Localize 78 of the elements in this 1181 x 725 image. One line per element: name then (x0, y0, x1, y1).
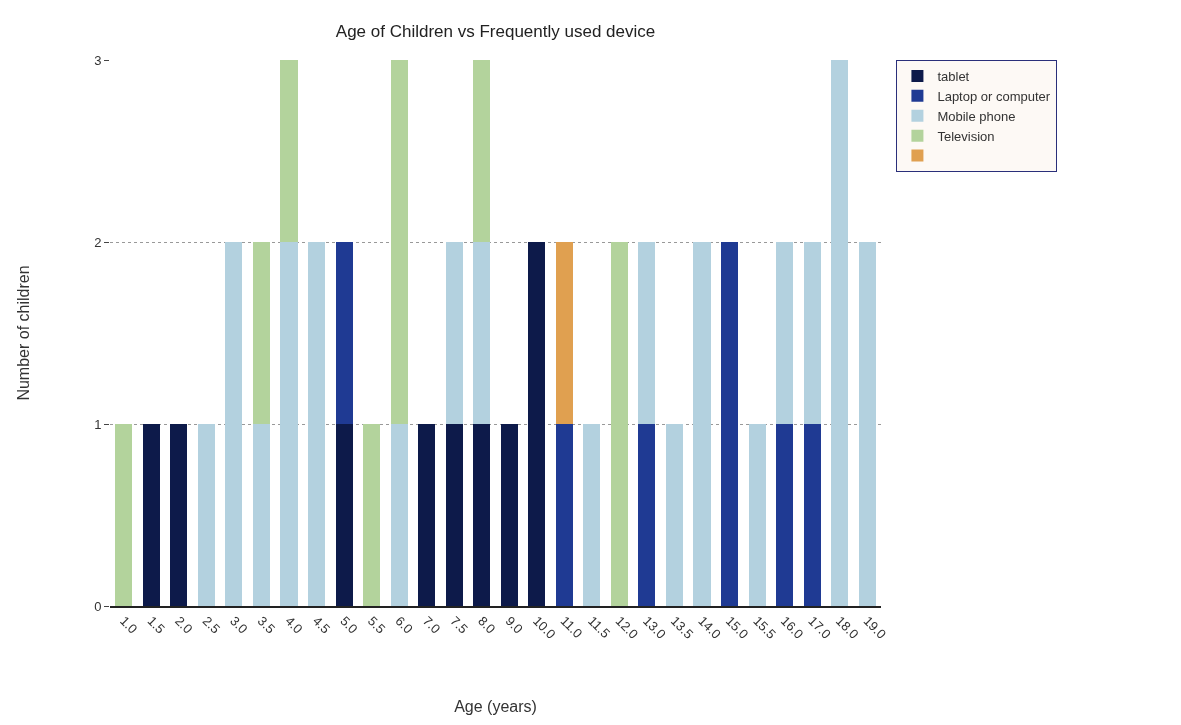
bar (638, 242, 656, 424)
x-tick-label: 7.5 (447, 613, 471, 637)
y-tick-label: 1 (94, 416, 102, 432)
x-tick-label: 13.0 (640, 613, 669, 642)
bar (803, 242, 821, 424)
bar (390, 60, 408, 424)
x-tick-label: 3.0 (227, 613, 251, 637)
bar (142, 424, 160, 606)
bar (473, 424, 491, 606)
bar (528, 242, 546, 606)
bar (803, 424, 821, 606)
bar (500, 424, 518, 606)
x-tick-label: 15.0 (722, 613, 752, 642)
bar (280, 60, 298, 242)
bar (280, 242, 298, 606)
x-tick-label: 6.0 (392, 613, 416, 637)
legend-label: tablet (937, 69, 970, 85)
x-tick-label: 17.0 (805, 613, 834, 642)
x-tick-label: 4.0 (282, 613, 306, 637)
legend-label: Mobile phone (937, 108, 1016, 124)
legend-label: Television (937, 128, 995, 144)
x-tick-label: 11.5 (585, 613, 613, 642)
y-tick-label: 3 (94, 52, 102, 68)
bar (252, 424, 270, 606)
x-tick-label: 18.0 (832, 613, 862, 642)
x-tick-label: 2.0 (172, 613, 196, 637)
bar (776, 424, 794, 606)
x-tick-label: 16.0 (777, 613, 807, 642)
x-tick-label: 19.0 (860, 613, 890, 642)
x-tick-label: 15.5 (750, 613, 779, 642)
bar (115, 424, 133, 606)
bar (638, 424, 656, 606)
x-tick-label: 1.5 (144, 613, 168, 637)
bar (445, 242, 463, 424)
x-tick-label: 7.0 (419, 613, 444, 637)
x-tick-label: 14.0 (695, 613, 724, 642)
bar (418, 424, 436, 606)
bar (473, 242, 491, 424)
x-tick-label: 9.0 (502, 613, 526, 637)
bar (555, 424, 573, 606)
x-tick-label: 8.0 (475, 613, 499, 637)
x-tick-label: 4.5 (309, 613, 334, 637)
bar (307, 242, 326, 606)
bar (252, 242, 270, 424)
bar (390, 424, 408, 606)
bar (335, 424, 353, 606)
x-tick-label: 5.0 (337, 613, 361, 637)
bar (363, 424, 381, 606)
bar (748, 424, 766, 606)
bar (555, 242, 573, 424)
bar (610, 242, 628, 606)
y-axis-title: Number of children (15, 265, 33, 401)
bar (776, 242, 794, 424)
bar (665, 424, 684, 606)
bar (583, 424, 601, 606)
x-tick-label: 3.5 (254, 613, 279, 637)
x-tick-label: 5.5 (364, 613, 389, 637)
bar (225, 242, 243, 606)
bar (693, 242, 711, 606)
bar (858, 242, 876, 606)
x-tick-label: 12.0 (612, 613, 642, 642)
bar (831, 60, 849, 606)
chart-title: Age of Children vs Frequently used device (335, 22, 656, 42)
x-axis-title: Age (years) (454, 697, 537, 715)
x-tick-label: 1.0 (117, 613, 141, 637)
y-tick-label: 2 (94, 234, 102, 250)
x-tick-label: 11.0 (557, 613, 586, 642)
x-tick-label: 2.5 (199, 613, 224, 637)
legend-label: Laptop or computer (937, 88, 1051, 104)
bar (473, 60, 491, 242)
bar (445, 424, 463, 606)
bar (721, 242, 739, 606)
x-tick-label: 10.0 (530, 613, 559, 642)
bar (170, 424, 188, 606)
y-tick-label: 0 (94, 598, 102, 614)
bar (335, 242, 353, 424)
x-tick-label: 13.5 (667, 613, 697, 642)
bar (197, 424, 215, 606)
